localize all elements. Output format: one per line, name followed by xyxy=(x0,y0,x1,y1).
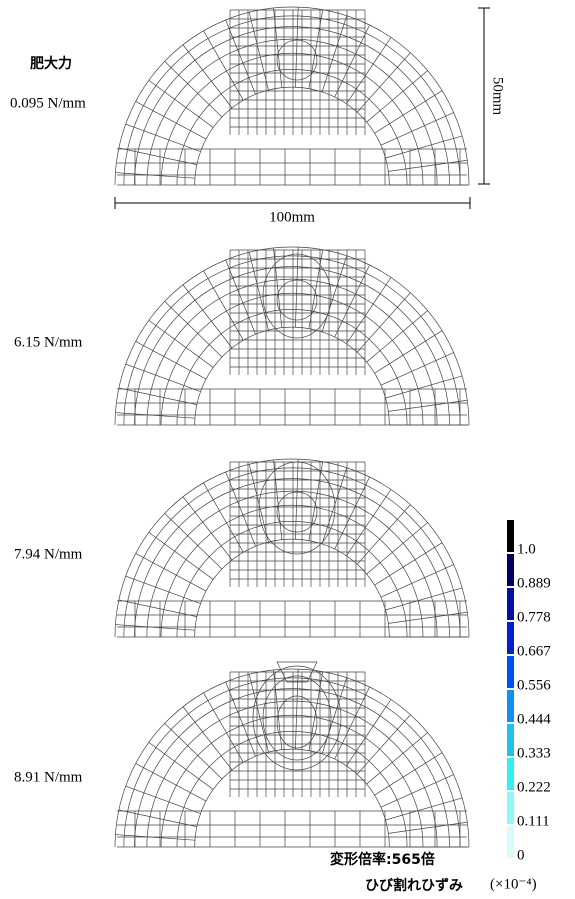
scale-note: 変形倍率:565倍 xyxy=(330,851,435,868)
mesh-radial xyxy=(136,553,206,591)
mesh-radial xyxy=(386,588,463,610)
colorbar-label: 0.444 xyxy=(517,711,551,727)
mesh-radial xyxy=(115,173,194,179)
mesh-radial xyxy=(136,763,206,801)
mesh-radial xyxy=(346,277,391,343)
mesh-radial xyxy=(126,124,201,151)
height-label: 50mm xyxy=(490,77,506,116)
mesh-radial xyxy=(249,252,268,330)
mesh-radial xyxy=(165,301,222,357)
mesh-radial xyxy=(388,400,467,411)
mesh-radial xyxy=(126,786,201,813)
colorbar-label: 0.778 xyxy=(517,609,551,625)
mesh-radial xyxy=(386,798,463,820)
colorbar-label: 0.889 xyxy=(517,575,551,591)
colorbar-swatch xyxy=(507,758,514,790)
mesh-radial xyxy=(249,674,268,752)
mesh xyxy=(115,247,469,425)
mesh-radial xyxy=(367,311,428,362)
mesh-radial xyxy=(183,285,232,348)
colorbar-swatch xyxy=(507,656,514,688)
mesh-radial xyxy=(115,835,194,841)
title: 肥大力 xyxy=(30,55,72,72)
mesh-radial xyxy=(115,625,194,631)
colorbar-label: 0.667 xyxy=(517,643,551,659)
mesh-radial xyxy=(249,464,268,542)
mesh-radial xyxy=(183,707,232,770)
load-label: 7.94 N/mm xyxy=(14,546,83,562)
mesh-radial xyxy=(165,723,222,779)
mesh-radial xyxy=(388,612,467,623)
unit: (×10⁻⁴) xyxy=(490,876,537,892)
colorbar-swatch xyxy=(507,690,514,722)
mesh-radial xyxy=(249,12,268,90)
mesh-radial xyxy=(367,523,428,574)
quantity: ひび割れひずみ xyxy=(365,877,463,894)
colorbar-swatch xyxy=(507,826,514,858)
width-label: 100mm xyxy=(269,209,315,225)
mesh-radial xyxy=(136,101,206,139)
mesh-radial xyxy=(165,61,222,117)
figure: 肥大力 50mm 100mm 変形倍率:565倍 ひび割れひずみ (×10⁻⁴)… xyxy=(0,0,575,899)
mesh-radial xyxy=(346,489,391,555)
colorbar-label: 0.222 xyxy=(517,779,551,795)
load-label: 8.91 N/mm xyxy=(14,769,83,785)
mesh xyxy=(115,7,469,185)
colorbar-label: 1.0 xyxy=(517,541,536,557)
mesh xyxy=(115,459,469,637)
mesh-radial xyxy=(126,364,201,391)
colorbar-label: 0.111 xyxy=(517,813,550,829)
mesh-radial xyxy=(386,136,463,158)
colorbar-label: 0.556 xyxy=(517,677,551,693)
mesh-radial xyxy=(388,822,467,833)
mesh-radial xyxy=(183,497,232,560)
mesh-radial xyxy=(386,376,463,398)
colorbar-swatch xyxy=(507,588,514,620)
colorbar-swatch xyxy=(507,622,514,654)
colorbar-swatch xyxy=(507,792,514,824)
colorbar-swatch xyxy=(507,724,514,756)
load-label: 6.15 N/mm xyxy=(14,334,83,350)
colorbar-label: 0 xyxy=(517,847,525,863)
colorbar-label: 0.333 xyxy=(517,745,551,761)
mesh-radial xyxy=(367,733,428,784)
mesh-radial xyxy=(367,71,428,122)
mesh-radial xyxy=(388,160,467,171)
mesh-radial xyxy=(126,576,201,603)
mesh-radial xyxy=(183,45,232,108)
colorbar-swatch xyxy=(507,554,514,586)
mesh-radial xyxy=(165,513,222,569)
mesh xyxy=(115,662,469,847)
mesh-radial xyxy=(136,341,206,379)
mesh-radial xyxy=(346,37,391,103)
load-label: 0.095 N/mm xyxy=(10,95,86,111)
colorbar-swatch xyxy=(507,520,514,552)
mesh-radial xyxy=(115,413,194,419)
mesh-radial xyxy=(346,699,391,765)
